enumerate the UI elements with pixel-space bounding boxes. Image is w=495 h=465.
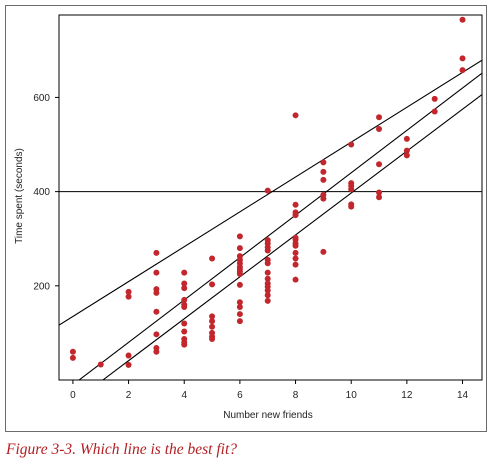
data-point (376, 194, 383, 201)
data-point (320, 248, 327, 255)
data-point (69, 348, 76, 355)
data-point (292, 112, 299, 119)
data-point (236, 245, 243, 252)
data-point (209, 281, 216, 288)
data-point (459, 55, 466, 62)
data-point (320, 159, 327, 166)
data-point (264, 292, 271, 299)
data-point (264, 260, 271, 267)
data-point (153, 331, 160, 338)
data-point (209, 336, 216, 343)
data-point (292, 249, 299, 256)
data-point (236, 299, 243, 306)
y-tick-label: 400 (33, 187, 50, 198)
data-point (236, 311, 243, 318)
data-point (348, 186, 355, 193)
data-point (292, 255, 299, 262)
data-point (97, 361, 104, 368)
data-point (264, 297, 271, 304)
data-point (292, 276, 299, 283)
x-tick-label: 8 (293, 390, 299, 401)
y-tick-label: 200 (33, 281, 50, 292)
data-point (125, 352, 132, 359)
data-point (153, 249, 160, 256)
data-point (348, 203, 355, 210)
x-tick-label: 14 (457, 390, 469, 401)
data-point (403, 152, 410, 159)
data-point (292, 201, 299, 208)
data-point (209, 323, 216, 330)
data-points (69, 16, 466, 368)
data-point (181, 320, 188, 327)
fit-line (78, 72, 482, 380)
data-point (320, 176, 327, 183)
data-point (292, 242, 299, 249)
data-point (236, 233, 243, 240)
data-point (181, 304, 188, 310)
data-point (153, 348, 160, 355)
x-tick-label: 6 (237, 390, 243, 401)
data-point (69, 354, 76, 361)
data-point (181, 280, 188, 287)
data-point (209, 318, 216, 325)
data-point (376, 189, 383, 196)
data-point (431, 108, 438, 115)
data-point (376, 161, 383, 168)
axes: 0 2 4 6 8 10 12 14 200 400 600 (33, 14, 483, 401)
data-point (403, 135, 410, 142)
data-point (376, 114, 383, 121)
figure-caption: Figure 3-3. Which line is the best fit? (6, 441, 238, 458)
y-axis-title: Time spent (seconds) (14, 148, 25, 244)
fit-line (102, 94, 482, 380)
data-point (431, 95, 438, 102)
data-point (125, 288, 132, 295)
data-point (236, 281, 243, 288)
data-point (264, 275, 271, 282)
data-point (153, 289, 160, 296)
data-point (181, 328, 188, 335)
data-point (403, 147, 410, 154)
data-point (348, 141, 355, 148)
data-point (125, 293, 132, 300)
data-point (181, 285, 188, 292)
plot-area (58, 14, 483, 381)
data-point (320, 195, 327, 202)
data-point (181, 269, 188, 276)
data-point (376, 125, 383, 132)
data-point (125, 361, 132, 368)
data-point (236, 304, 243, 310)
data-point (181, 296, 188, 303)
data-point (153, 308, 160, 315)
data-point (209, 313, 216, 320)
data-point (264, 269, 271, 276)
data-point (209, 255, 216, 262)
x-tick-label: 10 (346, 390, 358, 401)
data-point (459, 67, 466, 74)
x-tick-label: 4 (181, 390, 187, 401)
data-point (264, 247, 271, 254)
x-tick-label: 2 (126, 390, 132, 401)
chart-frame (5, 5, 487, 432)
x-tick-label: 12 (401, 390, 413, 401)
data-point (153, 269, 160, 276)
data-point (292, 261, 299, 268)
data-point (320, 168, 327, 175)
x-axis-title: Number new friends (223, 410, 312, 421)
y-tick-label: 600 (33, 93, 50, 104)
fit-line (59, 59, 482, 326)
data-point (236, 271, 243, 278)
data-point (181, 341, 188, 348)
data-point (264, 187, 271, 194)
data-point (236, 318, 243, 325)
data-point (264, 287, 271, 294)
x-tick-label: 0 (70, 390, 76, 401)
data-point (459, 16, 466, 23)
fit-lines (59, 59, 482, 380)
data-point (292, 212, 299, 219)
